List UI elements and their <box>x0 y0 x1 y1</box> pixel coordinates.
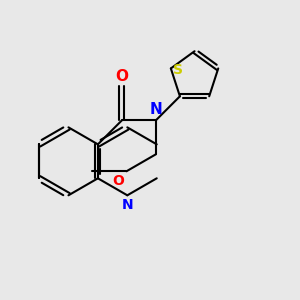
Text: S: S <box>173 63 183 76</box>
Text: O: O <box>116 69 128 84</box>
Text: N: N <box>122 198 133 212</box>
Text: O: O <box>112 173 124 188</box>
Text: N: N <box>149 102 162 117</box>
